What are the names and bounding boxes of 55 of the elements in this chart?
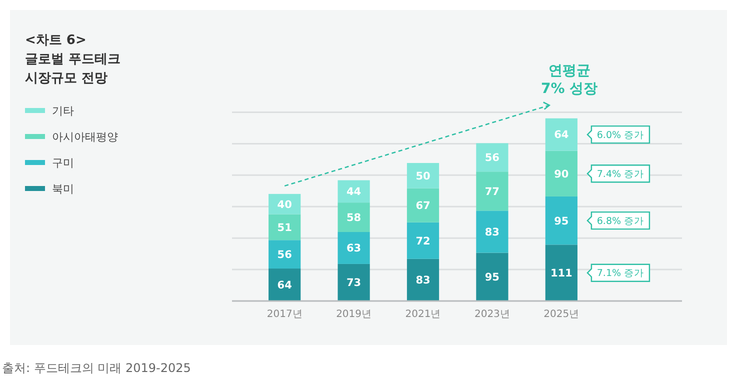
x-tick-label: 2023년 (474, 309, 510, 320)
x-tick-label: 2017년 (266, 309, 302, 320)
data-label: 77 (484, 186, 500, 198)
bar (406, 188, 440, 222)
text: 연평균 7% 성장 (541, 63, 598, 98)
data-label: 51 (277, 222, 292, 234)
data-label: 83 (484, 226, 500, 238)
text: 6.8% 증가 (596, 216, 644, 227)
bar (545, 150, 578, 196)
bar (545, 118, 578, 151)
bar (476, 143, 508, 172)
data-label: 64 (277, 279, 292, 292)
bar (268, 240, 301, 269)
data-label: 72 (416, 235, 430, 248)
x-tick-label: 2019년 (336, 309, 372, 320)
data-label: 90 (554, 168, 569, 180)
legend-label: 기타 (52, 104, 74, 118)
data-label: 73 (346, 277, 362, 290)
legend-label: 구미 (52, 156, 74, 170)
data-label: 64 (554, 129, 569, 142)
bar (338, 232, 370, 264)
legend-label: 북미 (52, 182, 74, 196)
x-tick-label: 2021년 (405, 309, 441, 320)
data-label: 67 (416, 200, 430, 212)
data-label: 56 (484, 152, 500, 164)
source-note: 출처: 푸드테크의 미래 2019-2025 (2, 361, 191, 375)
data-label: 56 (277, 248, 292, 261)
bar (406, 162, 440, 188)
bar (338, 202, 370, 232)
data-label: 44 (346, 186, 362, 198)
text: 7.1% 증가 (596, 268, 644, 280)
data-label: 40 (277, 198, 292, 211)
bar (268, 268, 301, 301)
data-label: 50 (416, 170, 430, 182)
data-label: 58 (346, 212, 362, 224)
data-label: 83 (416, 274, 430, 287)
bar (545, 196, 578, 245)
bar (338, 180, 370, 203)
bar (476, 210, 508, 253)
bar (406, 258, 440, 301)
bar (406, 222, 440, 259)
bar (545, 244, 578, 301)
text: 6.0% 증가 (596, 130, 644, 141)
bar (338, 264, 370, 301)
text: 7.4% 증가 (596, 168, 644, 180)
data-label: 111 (550, 268, 572, 280)
data-label: 95 (554, 215, 569, 228)
legend-label: 아시아태평양 (52, 130, 118, 144)
data-label: 95 (484, 272, 500, 284)
data-label: 63 (346, 242, 362, 255)
bar (476, 252, 508, 301)
bar (476, 172, 508, 211)
x-tick-label: 2025년 (544, 309, 580, 320)
bar (268, 214, 301, 240)
text: <차트 6> 글로벌 푸드테크 시장규모 전망 (25, 33, 121, 86)
